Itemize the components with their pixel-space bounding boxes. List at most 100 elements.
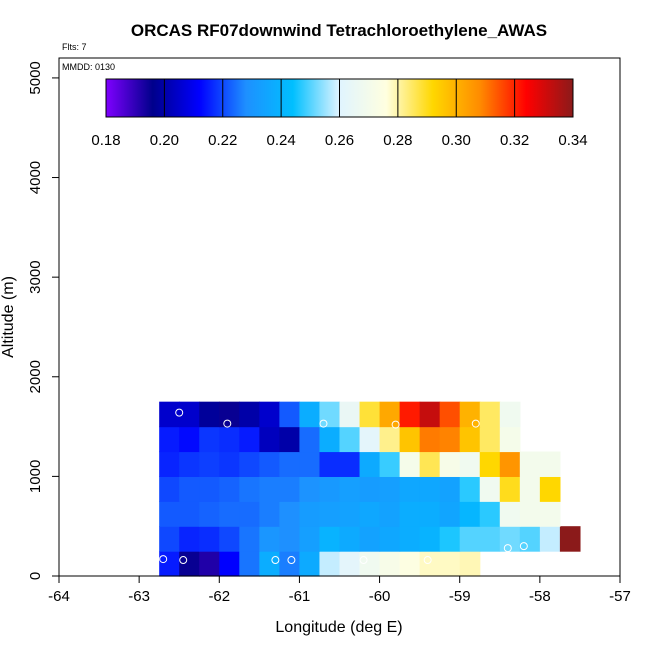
heatmap-cell [199,476,220,502]
heatmap-cell [399,551,421,577]
heatmap-cell [259,551,280,577]
heatmap-cell [219,476,240,502]
heatmap-cell [319,476,341,502]
heatmap-cell [339,501,361,527]
heatmap-cell [519,526,541,552]
colorbar-tick-label: 0.24 [267,132,296,149]
heatmap-cell [219,501,240,527]
heatmap-cell [339,451,361,477]
heatmap-cell [319,426,341,453]
heatmap-cell [559,526,581,552]
heatmap-cell [359,526,381,552]
heatmap-cell [239,501,260,527]
heatmap-cell [459,501,481,527]
heatmap-cell [259,451,280,477]
heatmap-cell [159,426,180,453]
heatmap-cell [299,526,321,552]
sample-point [319,419,328,428]
heatmap-cell [299,551,321,577]
sample-point [503,544,512,553]
heatmap-cell [499,526,521,552]
heatmap-cell [439,426,461,453]
heatmap-cell [459,451,481,477]
heatmap-cell [499,401,521,428]
x-tick-label: -59 [449,588,471,605]
heatmap-cell [259,401,280,428]
heatmap-cell [159,401,180,428]
heatmap-cell [239,551,260,577]
heatmap-cell [279,501,301,527]
sample-point [423,556,432,565]
heatmap-cell [359,426,381,453]
heatmap-cell [219,551,240,577]
sample-point [471,419,480,428]
heatmap-cell [239,526,260,552]
sample-point [287,556,296,565]
colorbar-tick-label: 0.22 [208,132,237,149]
sample-point [159,555,168,564]
heatmap-cell [539,526,561,552]
heatmap-cell [319,401,341,428]
heatmap-cell [519,451,541,477]
colorbar-tick-label: 0.32 [500,132,529,149]
heatmap-cell [479,451,501,477]
heatmap-cell [339,401,361,428]
heatmap-cell [499,426,521,453]
sample-point [223,419,232,428]
colorbar-tick-label: 0.34 [558,132,587,149]
heatmap-cell [439,476,461,502]
colorbar-tick-label: 0.26 [325,132,354,149]
heatmap-cell [199,401,220,428]
sample-points [159,408,528,565]
heatmap-cell [279,526,301,552]
heatmap-cell [159,501,180,527]
x-tick-label: -62 [208,588,230,605]
y-axis-title: Altitude (m) [0,276,17,358]
plot-frame [58,57,621,577]
heatmap-cell [259,426,280,453]
heatmap-cell [259,501,280,527]
heatmap-cell [379,551,401,577]
heatmap-cell [259,526,280,552]
heatmap-cell [499,501,521,527]
date-note: MMDD: 0130 [62,62,115,72]
heatmap-cell [319,501,341,527]
heatmap-cell [379,501,401,527]
heatmap-cell [379,401,401,428]
heatmap-cell [399,426,421,453]
heatmap-cell [339,426,361,453]
x-tick-label: -64 [48,588,70,605]
sample-point [179,556,188,565]
heatmap-cell [239,426,260,453]
y-tick-label: 5000 [27,61,44,94]
heatmap-cell [279,551,301,577]
heatmap-cell [479,526,501,552]
heatmap-cell [419,426,441,453]
heatmap-cell [379,451,401,477]
heatmap-cell [179,476,200,502]
heatmap-cell [479,501,501,527]
heatmap-cell [299,401,321,428]
x-axis-title: Longitude (deg E) [275,619,402,636]
heatmap-cell [539,451,561,477]
sample-point [519,542,528,551]
heatmap-cell [179,401,200,428]
heatmap-cell [219,526,240,552]
heatmap-cell [519,501,541,527]
heatmap-cell [399,451,421,477]
heatmap-cell [319,551,341,577]
heatmap-cell [519,476,541,502]
heatmap-cell [199,501,220,527]
chart-title: ORCAS RF07downwind Tetrachloroethylene_A… [131,21,547,40]
sample-point [391,420,400,429]
colorbar-tick-label: 0.18 [91,132,120,149]
heatmap-cell [379,526,401,552]
heatmap-cell [419,551,441,577]
heatmap-cell [439,451,461,477]
heatmap-cell [259,476,280,502]
heatmap-cell [419,501,441,527]
colorbar-tick-label: 0.30 [442,132,471,149]
heatmap-cell [179,426,200,453]
heatmap-cell [159,476,180,502]
x-tick-label: -58 [529,588,551,605]
